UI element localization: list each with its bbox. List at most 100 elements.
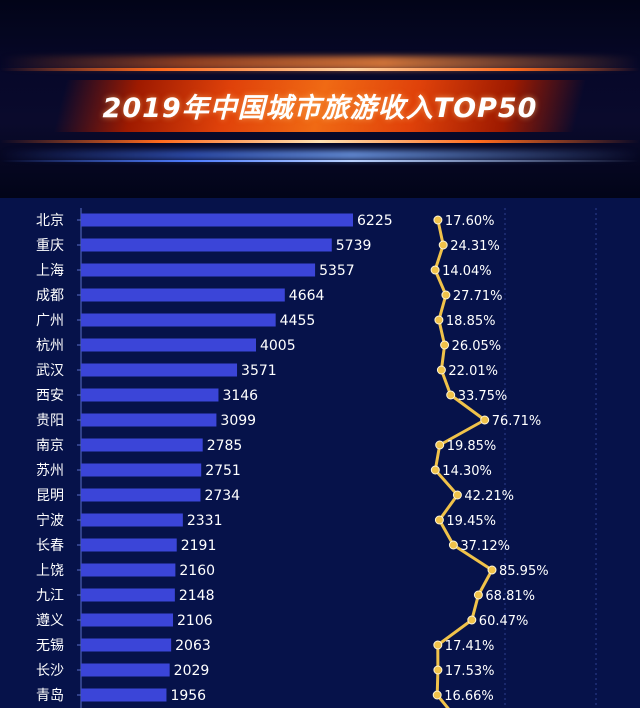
line-point-label: 19.45%	[446, 514, 496, 529]
line-point-label: 22.01%	[448, 364, 498, 379]
category-label: 上海	[36, 263, 64, 279]
category-label: 南京	[36, 438, 64, 454]
category-label: 贵阳	[36, 413, 64, 429]
category-label: 长沙	[36, 663, 64, 679]
category-label: 武汉	[36, 363, 64, 379]
bar-value-label: 4005	[260, 338, 296, 354]
bar	[81, 588, 175, 602]
bar-value-label: 5739	[336, 238, 372, 254]
line-point	[473, 590, 483, 600]
category-label: 西安	[36, 388, 64, 404]
chart-plot-area: 北京 6225 重庆 5739 上海 5357 成都 4664 广州 4455 杭州 4005 武汉 35…	[0, 198, 640, 708]
bar	[81, 638, 172, 652]
line-point-label: 24.31%	[450, 239, 500, 254]
bar-value-label: 2191	[181, 538, 217, 554]
bar	[81, 463, 202, 477]
line-point-label: 68.81%	[485, 589, 535, 604]
category-label: 成都	[36, 288, 64, 304]
bar-value-label: 6225	[357, 213, 393, 229]
bar-value-label: 2734	[204, 488, 240, 504]
bar-value-label: 2029	[174, 663, 210, 679]
bar	[81, 238, 332, 252]
bar-value-label: 3146	[222, 388, 258, 404]
bar-value-label: 5357	[319, 263, 355, 279]
category-label: 无锡	[36, 638, 64, 654]
category-label: 昆明	[36, 488, 64, 504]
bar	[81, 513, 183, 527]
bar-value-label: 2331	[187, 513, 223, 529]
line-point	[440, 340, 450, 350]
category-label: 长春	[36, 538, 64, 554]
bar	[81, 563, 176, 577]
category-label: 广州	[36, 313, 64, 329]
line-point	[433, 640, 443, 650]
line-point-label: 27.71%	[453, 289, 503, 304]
bar	[81, 338, 256, 352]
bar-value-label: 2063	[175, 638, 211, 654]
line-point	[434, 515, 444, 525]
category-label: 杭州	[36, 338, 64, 354]
bar	[81, 263, 316, 277]
category-label: 宁波	[36, 512, 64, 529]
line-point	[467, 615, 477, 625]
bar	[81, 213, 353, 227]
bar-value-label: 2148	[179, 588, 215, 604]
line-point-label: 14.04%	[442, 264, 492, 279]
line-point-label: 17.60%	[445, 214, 495, 229]
bar	[81, 363, 238, 377]
bar-value-label: 3099	[220, 413, 256, 429]
bar	[81, 688, 167, 702]
category-label: 上饶	[36, 563, 64, 579]
line-point	[452, 490, 462, 500]
line-point	[448, 540, 458, 550]
category-label: 遵义	[36, 612, 64, 629]
bar	[81, 538, 177, 552]
line-point-label: 60.47%	[479, 614, 529, 629]
bar-value-label: 2160	[179, 563, 215, 579]
line-point	[487, 565, 497, 575]
bar-value-label: 4664	[289, 288, 325, 304]
category-label: 苏州	[36, 463, 64, 479]
bar	[81, 438, 203, 452]
line-point-label: 17.41%	[445, 639, 495, 654]
line-point-label: 76.71%	[492, 414, 542, 429]
line-point	[446, 390, 456, 400]
title-banner: 2019年中国城市旅游收入TOP50	[0, 0, 640, 198]
line-point-label: 85.95%	[499, 564, 549, 579]
line-point	[480, 415, 490, 425]
line-point	[432, 690, 442, 700]
category-label: 北京	[36, 213, 64, 229]
bar-value-label: 2785	[207, 438, 243, 454]
bar-value-label: 2106	[177, 613, 213, 629]
line-point	[433, 665, 443, 675]
line-point-label: 33.75%	[458, 389, 508, 404]
bar	[81, 288, 285, 302]
category-label: 九江	[36, 588, 64, 604]
line-point-label: 42.21%	[464, 489, 514, 504]
line-point	[433, 215, 443, 225]
bar	[81, 313, 276, 327]
bar-value-label: 1956	[170, 688, 206, 704]
bar	[81, 413, 217, 427]
bar-value-label: 2751	[205, 463, 241, 479]
bar-value-label: 4455	[280, 313, 316, 329]
line-point	[436, 365, 446, 375]
line-point	[430, 465, 440, 475]
chart-title: 2019年中国城市旅游收入TOP50	[102, 93, 538, 124]
bar	[81, 388, 219, 402]
line-point-label: 17.53%	[445, 664, 495, 679]
line-point-label: 14.30%	[442, 464, 492, 479]
chart-svg: 北京 6225 重庆 5739 上海 5357 成都 4664 广州 4455 杭州 4005 武汉 35…	[36, 208, 597, 708]
line-point-label: 16.66%	[444, 689, 494, 704]
line-point-label: 37.12%	[460, 539, 510, 554]
bar	[81, 663, 170, 677]
line-point	[441, 290, 451, 300]
bar-value-label: 3571	[241, 363, 277, 379]
bar	[81, 488, 201, 502]
line-point-label: 18.85%	[446, 314, 496, 329]
category-label: 青岛	[36, 688, 64, 704]
line-point-label: 19.85%	[447, 439, 497, 454]
category-label: 重庆	[36, 238, 64, 254]
line-point	[430, 265, 440, 275]
line-point-label: 26.05%	[452, 339, 502, 354]
